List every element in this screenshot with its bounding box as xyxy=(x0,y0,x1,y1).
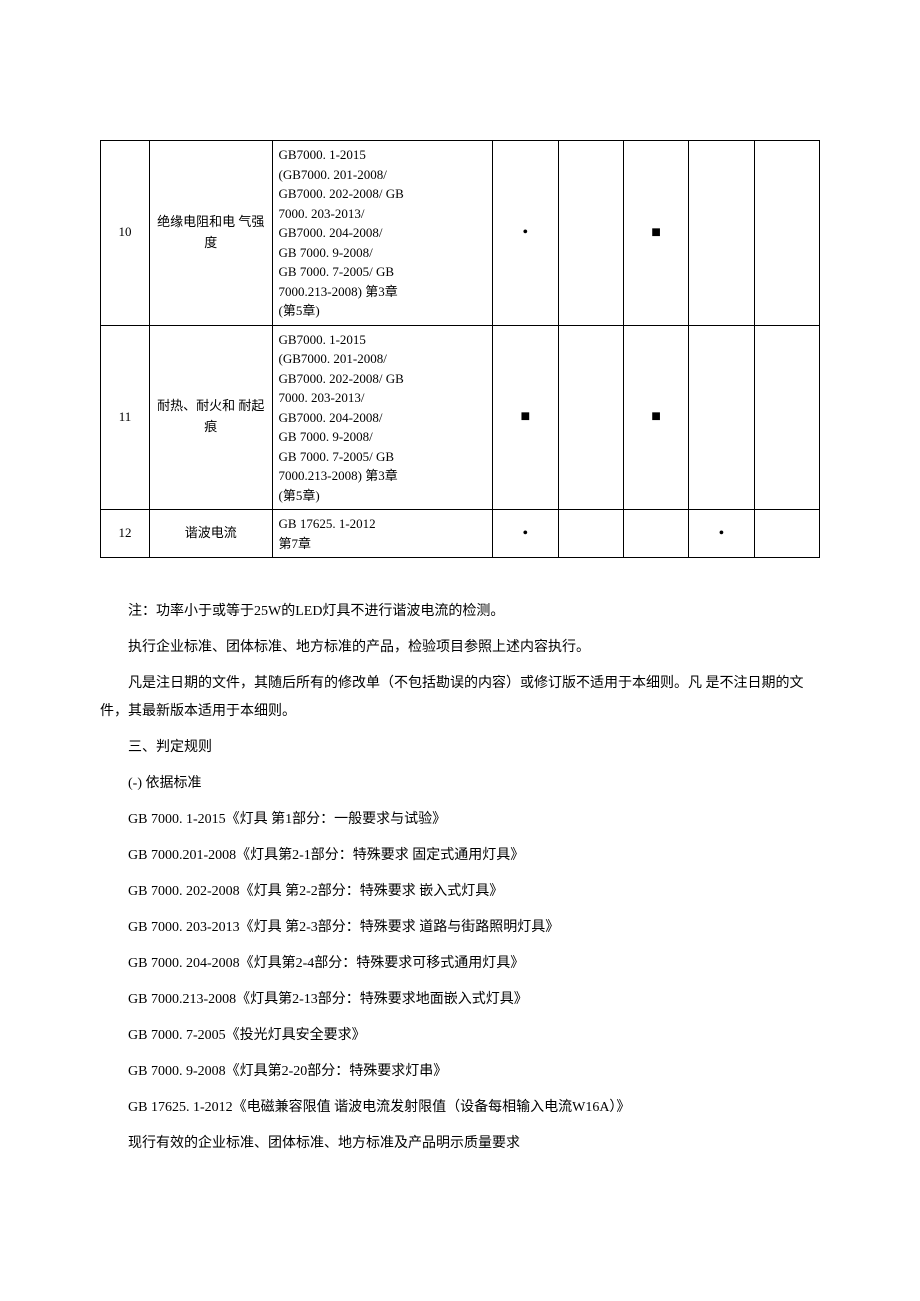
item-name: 耐热、耐火和 耐起痕 xyxy=(150,325,273,510)
standard-ref: GB7000. 1-2015 (GB7000. 201-2008/ GB7000… xyxy=(272,141,493,326)
mark-cell xyxy=(623,510,688,558)
row-number: 10 xyxy=(101,141,150,326)
mark-cell: ■ xyxy=(493,325,558,510)
mark-cell: ■ xyxy=(623,325,688,510)
row-number: 11 xyxy=(101,325,150,510)
item-name: 绝缘电阻和电 气强度 xyxy=(150,141,273,326)
standard-item: GB 7000. 7-2005《投光灯具安全要求》 xyxy=(100,1022,820,1050)
mark-cell: • xyxy=(493,141,558,326)
standard-item: GB 7000. 203-2013《灯具 第2-3部分：特殊要求 道路与街路照明… xyxy=(100,914,820,942)
table-row: 10 绝缘电阻和电 气强度 GB7000. 1-2015 (GB7000. 20… xyxy=(101,141,820,326)
standard-item: 现行有效的企业标准、团体标准、地方标准及产品明示质量要求 xyxy=(100,1130,820,1158)
body-paragraph: 执行企业标准、团体标准、地方标准的产品，检验项目参照上述内容执行。 xyxy=(100,634,820,662)
section-heading: 三、判定规则 xyxy=(100,734,820,762)
table-row: 11 耐热、耐火和 耐起痕 GB7000. 1-2015 (GB7000. 20… xyxy=(101,325,820,510)
standard-item: GB 7000. 204-2008《灯具第2-4部分：特殊要求可移式通用灯具》 xyxy=(100,950,820,978)
row-number: 12 xyxy=(101,510,150,558)
mark-cell xyxy=(754,510,819,558)
mark-cell: ■ xyxy=(623,141,688,326)
mark-cell xyxy=(754,141,819,326)
mark-cell xyxy=(689,141,754,326)
mark-cell xyxy=(558,141,623,326)
standard-item: GB 7000. 202-2008《灯具 第2-2部分：特殊要求 嵌入式灯具》 xyxy=(100,878,820,906)
item-name: 谐波电流 xyxy=(150,510,273,558)
table-row: 12 谐波电流 GB 17625. 1-2012 第7章 • • xyxy=(101,510,820,558)
body-text: 注：功率小于或等于25W的LED灯具不进行谐波电流的检测。 执行企业标准、团体标… xyxy=(100,598,820,1158)
standard-ref: GB 17625. 1-2012 第7章 xyxy=(272,510,493,558)
standard-item: GB 7000. 1-2015《灯具 第1部分：一般要求与试验》 xyxy=(100,806,820,834)
standard-ref: GB7000. 1-2015 (GB7000. 201-2008/ GB7000… xyxy=(272,325,493,510)
mark-cell xyxy=(558,325,623,510)
note-text: 注：功率小于或等于25W的LED灯具不进行谐波电流的检测。 xyxy=(100,598,820,626)
standard-item: GB 7000. 9-2008《灯具第2-20部分：特殊要求灯串》 xyxy=(100,1058,820,1086)
body-paragraph: 凡是注日期的文件，其随后所有的修改单（不包括勘误的内容）或修订版不适用于本细则。… xyxy=(100,670,820,726)
mark-cell xyxy=(754,325,819,510)
subsection-heading: (-) 依据标准 xyxy=(100,770,820,798)
standard-item: GB 7000.213-2008《灯具第2-13部分：特殊要求地面嵌入式灯具》 xyxy=(100,986,820,1014)
standards-table: 10 绝缘电阻和电 气强度 GB7000. 1-2015 (GB7000. 20… xyxy=(100,140,820,558)
standard-item: GB 7000.201-2008《灯具第2-1部分：特殊要求 固定式通用灯具》 xyxy=(100,842,820,870)
mark-cell: • xyxy=(493,510,558,558)
mark-cell xyxy=(558,510,623,558)
mark-cell xyxy=(689,325,754,510)
mark-cell: • xyxy=(689,510,754,558)
standard-item: GB 17625. 1-2012《电磁兼容限值 谐波电流发射限值（设备每相输入电… xyxy=(100,1094,820,1122)
